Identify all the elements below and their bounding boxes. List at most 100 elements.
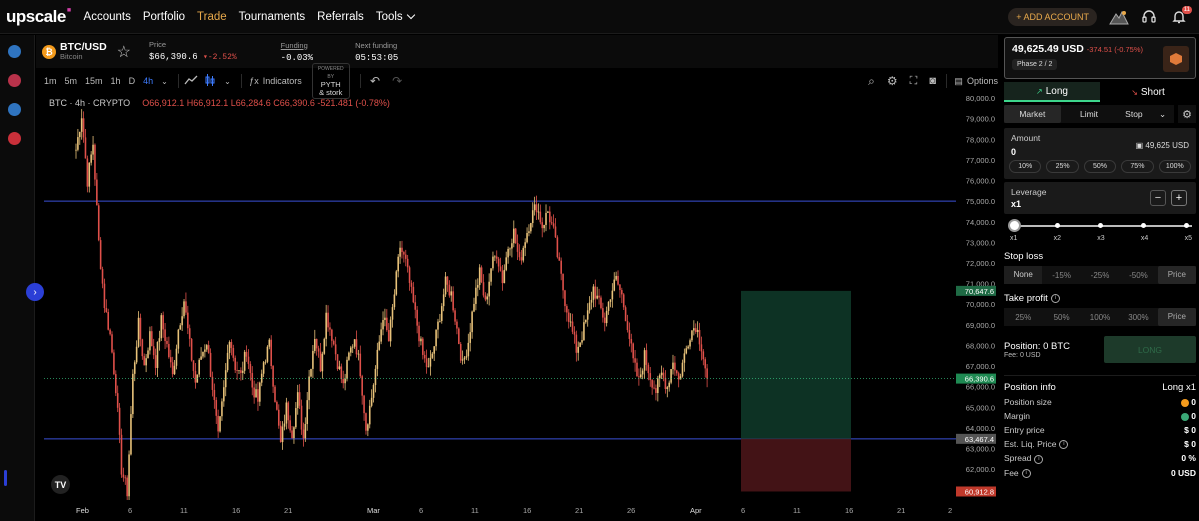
pct-50-button[interactable]: 50%: [1083, 160, 1117, 173]
candle-body: [97, 205, 100, 241]
info-value: 0 %: [1181, 453, 1196, 464]
nav-trade[interactable]: Trade: [197, 10, 227, 23]
bell-icon[interactable]: 11: [1169, 6, 1192, 27]
redo-icon[interactable]: ↷: [392, 74, 403, 88]
scroll-indicator[interactable]: [4, 470, 7, 486]
leverage-slider[interactable]: [1004, 218, 1196, 232]
pair-selector[interactable]: ₿ BTC/USD Bitcoin: [42, 41, 107, 62]
star-icon[interactable]: ☆: [116, 43, 132, 61]
add-account-button[interactable]: + ADD ACCOUNT: [1008, 8, 1097, 26]
gear-icon[interactable]: ⚙: [886, 74, 898, 88]
amount-label: Amount: [1011, 133, 1041, 143]
info-icon[interactable]: i: [1034, 454, 1044, 464]
take-profit-300[interactable]: 300%: [1128, 312, 1149, 322]
nav-accounts[interactable]: Accounts: [83, 10, 131, 23]
logo[interactable]: upscale ■: [6, 7, 71, 27]
tradingview-logo[interactable]: TV: [51, 475, 70, 494]
candle-body: [638, 376, 640, 378]
account-500-icon[interactable]: [8, 132, 21, 145]
timeframe-5m[interactable]: 5m: [64, 76, 78, 86]
timeframe-1h[interactable]: 1h: [110, 76, 121, 86]
nav-referrals[interactable]: Referrals: [317, 10, 364, 23]
camera-icon[interactable]: ◙: [929, 75, 937, 87]
mountain-icon[interactable]: [1109, 7, 1129, 27]
pct-100-button[interactable]: 100%: [1158, 160, 1192, 173]
take-profit-25[interactable]: 25%: [1015, 312, 1032, 322]
info-icon[interactable]: i: [1059, 440, 1069, 450]
take-profit-100[interactable]: 100%: [1089, 312, 1111, 322]
slider-step[interactable]: [1141, 223, 1146, 228]
x-tick-label: 26: [627, 506, 636, 515]
candle-body: [270, 339, 273, 367]
settings-icon[interactable]: ⚙: [1178, 105, 1196, 123]
funding-value: -0.03%: [280, 52, 314, 63]
amount-input[interactable]: 0: [1011, 147, 1017, 157]
timeframe-d[interactable]: D: [128, 76, 136, 86]
chevron-down-icon[interactable]: ⌄: [161, 76, 168, 86]
order-type-limit[interactable]: Limit: [1080, 109, 1098, 119]
stop-loss-options: None -15% -25% -50% Price: [1004, 266, 1197, 284]
search-zoom-icon[interactable]: ⌕: [868, 73, 875, 88]
short-tab[interactable]: ↘ Short: [1100, 82, 1196, 102]
indicators-button[interactable]: Indicators: [262, 76, 302, 86]
stop-loss-price[interactable]: Price: [1157, 266, 1197, 284]
stop-loss-15[interactable]: -15%: [1052, 270, 1071, 280]
nav-portfolio[interactable]: Portfolio: [142, 10, 186, 23]
nav-tools[interactable]: Tools: [375, 10, 415, 23]
funding-label[interactable]: Funding: [280, 40, 308, 50]
slider-step[interactable]: [1184, 223, 1189, 228]
candle-body: [283, 423, 286, 427]
long-tab[interactable]: ↗ Long: [1004, 82, 1100, 102]
stop-loss-50[interactable]: -50%: [1129, 270, 1148, 280]
time-axis[interactable]: Feb 6 11 16 21 Mar 6 11 16 21 26 Apr 6 11 16 21 2: [44, 502, 998, 520]
y-tick-label: 72,000.0: [966, 259, 995, 268]
stop-loss-25[interactable]: -25%: [1090, 270, 1110, 280]
pct-10-button[interactable]: 10%: [1009, 160, 1042, 173]
price-chart[interactable]: 80,000.0 79,000.0 78,000.0 77,000.0 76,000.0…: [44, 94, 998, 500]
order-type-market[interactable]: Market: [1004, 105, 1061, 123]
expand-sidebar-button[interactable]: ›: [26, 283, 44, 301]
pct-75-button[interactable]: 75%: [1121, 160, 1154, 173]
leverage-plus-button[interactable]: +: [1171, 190, 1187, 206]
headset-icon[interactable]: [1139, 7, 1159, 27]
line-chart-icon[interactable]: [184, 75, 198, 87]
slider-knob[interactable]: [1008, 219, 1021, 232]
undo-icon[interactable]: ↶: [370, 74, 381, 88]
info-icon[interactable]: i: [1050, 293, 1060, 303]
timeframe-1m[interactable]: 1m: [44, 76, 57, 86]
fullscreen-icon[interactable]: ⛶: [909, 74, 918, 87]
pct-25-button[interactable]: 25%: [1046, 160, 1079, 173]
candles-icon[interactable]: [204, 74, 216, 88]
timeframe-4h[interactable]: 4h: [143, 76, 154, 86]
account-100-icon[interactable]: [8, 103, 21, 116]
y-tick-label: 65,000.0: [966, 403, 995, 412]
take-profit-50[interactable]: 50%: [1053, 312, 1070, 322]
candle-body: [96, 179, 98, 206]
info-row-spread: Spread i 0 %: [1004, 453, 1196, 464]
candle-body: [177, 329, 180, 349]
nav-tools-label: Tools: [375, 10, 403, 23]
options-button[interactable]: Options: [966, 76, 998, 86]
account-2000-icon[interactable]: [8, 74, 21, 87]
chevron-down-icon[interactable]: ⌄: [224, 76, 231, 86]
slider-step[interactable]: [1098, 223, 1103, 228]
candle-body: [691, 330, 693, 341]
slider-step[interactable]: [1055, 223, 1060, 228]
nav-tournaments[interactable]: Tournaments: [238, 10, 306, 23]
candle-body: [88, 162, 91, 187]
stop-loss-none[interactable]: None: [1004, 266, 1043, 284]
candle-body: [217, 415, 219, 432]
info-icon[interactable]: i: [1021, 468, 1031, 478]
fee-line: Fee: 0 USD: [1004, 351, 1041, 359]
take-profit-price[interactable]: Price: [1157, 308, 1197, 326]
candle-body: [412, 286, 415, 303]
candle-body: [590, 299, 593, 303]
order-type-stop[interactable]: Stop ⌄: [1117, 109, 1174, 120]
bitcoin-icon: ₿: [42, 44, 56, 59]
long-submit-button[interactable]: LONG: [1104, 336, 1196, 363]
leverage-minus-button[interactable]: −: [1150, 190, 1166, 206]
timeframe-15m[interactable]: 15m: [85, 76, 103, 86]
x-tick-label: 16: [845, 506, 854, 515]
candle-body: [575, 334, 578, 353]
account-50-icon[interactable]: [8, 45, 21, 58]
